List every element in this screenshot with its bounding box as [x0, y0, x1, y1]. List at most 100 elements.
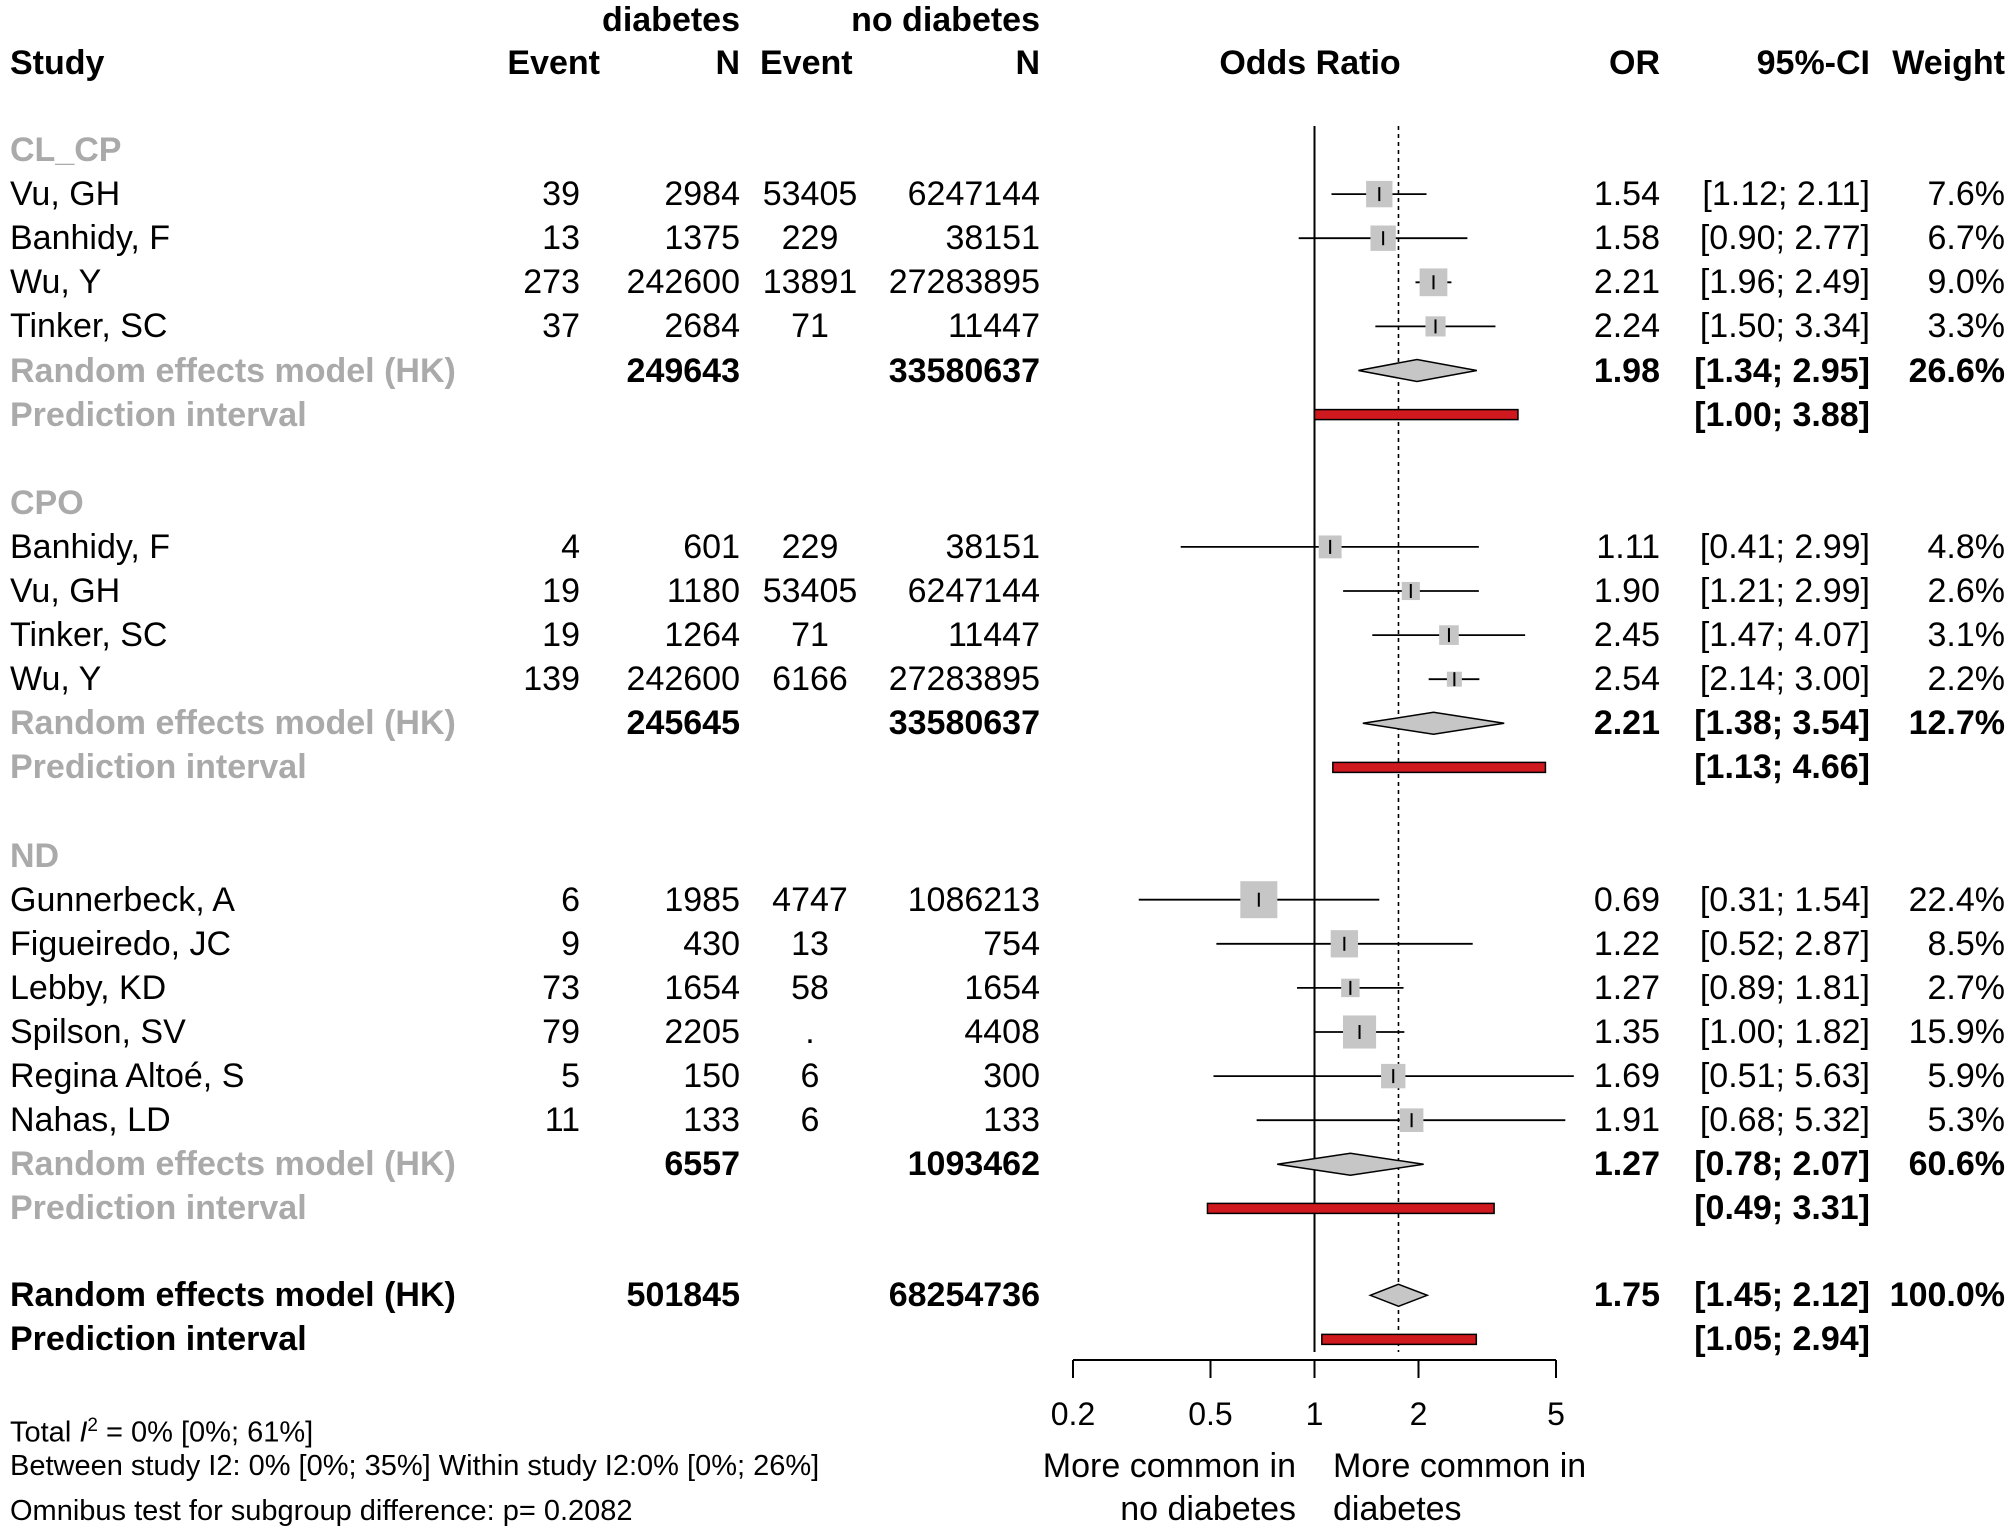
ci-value: [1.50; 3.34]	[1699, 307, 1870, 346]
ci-value: [1.47; 4.07]	[1699, 616, 1870, 655]
n-diabetes: 1985	[664, 880, 740, 919]
xlabel-right-line2: diabetes	[1333, 1490, 1462, 1528]
n-no-diabetes: 1086213	[907, 880, 1040, 919]
ci-value: [0.89; 1.81]	[1699, 968, 1870, 1007]
header-n-1: N	[715, 44, 740, 82]
summary-diamond	[1362, 711, 1505, 736]
n-no-diabetes: 300	[983, 1057, 1040, 1096]
event-diabetes: 139	[523, 660, 580, 699]
prediction-bar	[1206, 1202, 1495, 1215]
event-diabetes: 6	[561, 880, 580, 919]
event-diabetes: 79	[542, 1013, 580, 1051]
header-event-2: Event	[760, 44, 853, 82]
or-value: 2.21	[1593, 263, 1660, 302]
model-n-diabetes: 249643	[626, 351, 740, 390]
weight-value: 2.7%	[1927, 968, 2006, 1007]
event-diabetes: 37	[542, 307, 580, 346]
study-name: Vu, GH	[10, 572, 121, 610]
n-no-diabetes: 6247144	[907, 572, 1040, 610]
event-diabetes: 73	[542, 968, 580, 1007]
model-ci-value: [0.78; 2.07]	[1694, 1145, 1870, 1184]
event-no-diabetes: 229	[781, 527, 839, 566]
n-no-diabetes: 38151	[945, 527, 1040, 566]
or-value: 1.22	[1593, 924, 1660, 963]
or-value: 2.54	[1593, 660, 1660, 699]
study-name: Banhidy, F	[10, 527, 171, 566]
header-event-1: Event	[507, 44, 600, 82]
weight-value: 4.8%	[1927, 527, 2006, 566]
weight-value: 3.3%	[1927, 307, 2006, 346]
model-label: Random effects model (HK)	[10, 1145, 456, 1184]
n-diabetes: 2205	[664, 1013, 740, 1051]
subgroup-label: CPO	[10, 483, 84, 522]
header-or: OR	[1609, 44, 1660, 82]
ci-value: [0.90; 2.77]	[1699, 219, 1870, 258]
model-n-diabetes: 6557	[664, 1145, 740, 1184]
prediction-bar	[1332, 761, 1547, 774]
n-diabetes: 1375	[664, 219, 740, 258]
n-no-diabetes: 27283895	[888, 660, 1040, 699]
n-diabetes: 150	[683, 1057, 740, 1096]
n-no-diabetes: 4408	[964, 1013, 1040, 1051]
event-no-diabetes: .	[805, 1013, 815, 1051]
study-name: Wu, Y	[10, 660, 102, 699]
model-n-no-diabetes: 1093462	[907, 1145, 1040, 1184]
header-ci: 95%-CI	[1756, 44, 1870, 82]
weight-value: 15.9%	[1908, 1013, 2005, 1051]
or-value: 1.90	[1593, 572, 1660, 610]
x-tick-label: 1	[1306, 1396, 1324, 1432]
n-no-diabetes: 11447	[947, 307, 1040, 346]
model-ci-value: [1.34; 2.95]	[1694, 351, 1870, 390]
event-diabetes: 19	[542, 616, 580, 655]
event-diabetes: 9	[561, 924, 580, 963]
event-diabetes: 11	[544, 1101, 580, 1140]
n-diabetes: 1654	[664, 968, 740, 1007]
x-tick-label: 5	[1547, 1396, 1565, 1432]
header-group2: no diabetes	[851, 1, 1040, 39]
weight-value: 7.6%	[1927, 175, 2006, 214]
subgroup-label: ND	[10, 836, 60, 875]
event-no-diabetes: 53405	[762, 175, 858, 214]
or-value: 1.11	[1596, 527, 1660, 566]
model-weight-value: 60.6%	[1908, 1145, 2005, 1184]
model-n-no-diabetes: 68254736	[888, 1276, 1040, 1315]
n-diabetes: 242600	[626, 263, 740, 302]
event-diabetes: 19	[542, 572, 580, 610]
summary-diamond	[1358, 358, 1477, 383]
model-n-no-diabetes: 33580637	[888, 351, 1040, 390]
n-diabetes: 2684	[664, 307, 740, 346]
event-no-diabetes: 6166	[772, 660, 848, 699]
n-no-diabetes: 27283895	[888, 263, 1040, 302]
event-no-diabetes: 58	[791, 968, 829, 1007]
n-diabetes: 430	[683, 924, 740, 963]
study-name: Nahas, LD	[10, 1101, 171, 1140]
weight-value: 22.4%	[1908, 880, 2005, 919]
n-no-diabetes: 754	[983, 924, 1040, 963]
ci-value: [1.12; 2.11]	[1702, 175, 1870, 214]
study-name: Wu, Y	[10, 263, 102, 302]
footnote-total: Total I2 = 0% [0%; 61%]	[10, 1415, 314, 1449]
model-n-no-diabetes: 33580637	[888, 704, 1040, 743]
prediction-ci-value: [1.05; 2.94]	[1694, 1320, 1870, 1359]
event-no-diabetes: 53405	[762, 572, 858, 610]
ci-value: [0.68; 5.32]	[1699, 1101, 1870, 1140]
x-tick-label: 0.5	[1188, 1396, 1232, 1432]
prediction-label: Prediction interval	[10, 748, 307, 787]
event-no-diabetes: 13891	[762, 263, 858, 302]
model-label: Random effects model (HK)	[10, 1276, 456, 1315]
xlabel-left-line2: no diabetes	[1120, 1490, 1296, 1528]
study-name: Vu, GH	[10, 175, 121, 214]
header-plot-title: Odds Ratio	[1219, 44, 1401, 82]
n-diabetes: 2984	[664, 175, 740, 214]
event-diabetes: 4	[561, 527, 580, 566]
n-diabetes: 1180	[666, 572, 740, 610]
ci-value: [0.41; 2.99]	[1699, 527, 1870, 566]
study-name: Regina Altoé, S	[10, 1057, 245, 1096]
event-diabetes: 5	[561, 1057, 580, 1096]
subgroup-label: CL_CP	[10, 131, 122, 169]
or-value: 1.27	[1593, 968, 1660, 1007]
weight-value: 5.9%	[1927, 1057, 2006, 1096]
n-no-diabetes: 6247144	[907, 175, 1040, 214]
weight-value: 2.6%	[1927, 572, 2006, 610]
